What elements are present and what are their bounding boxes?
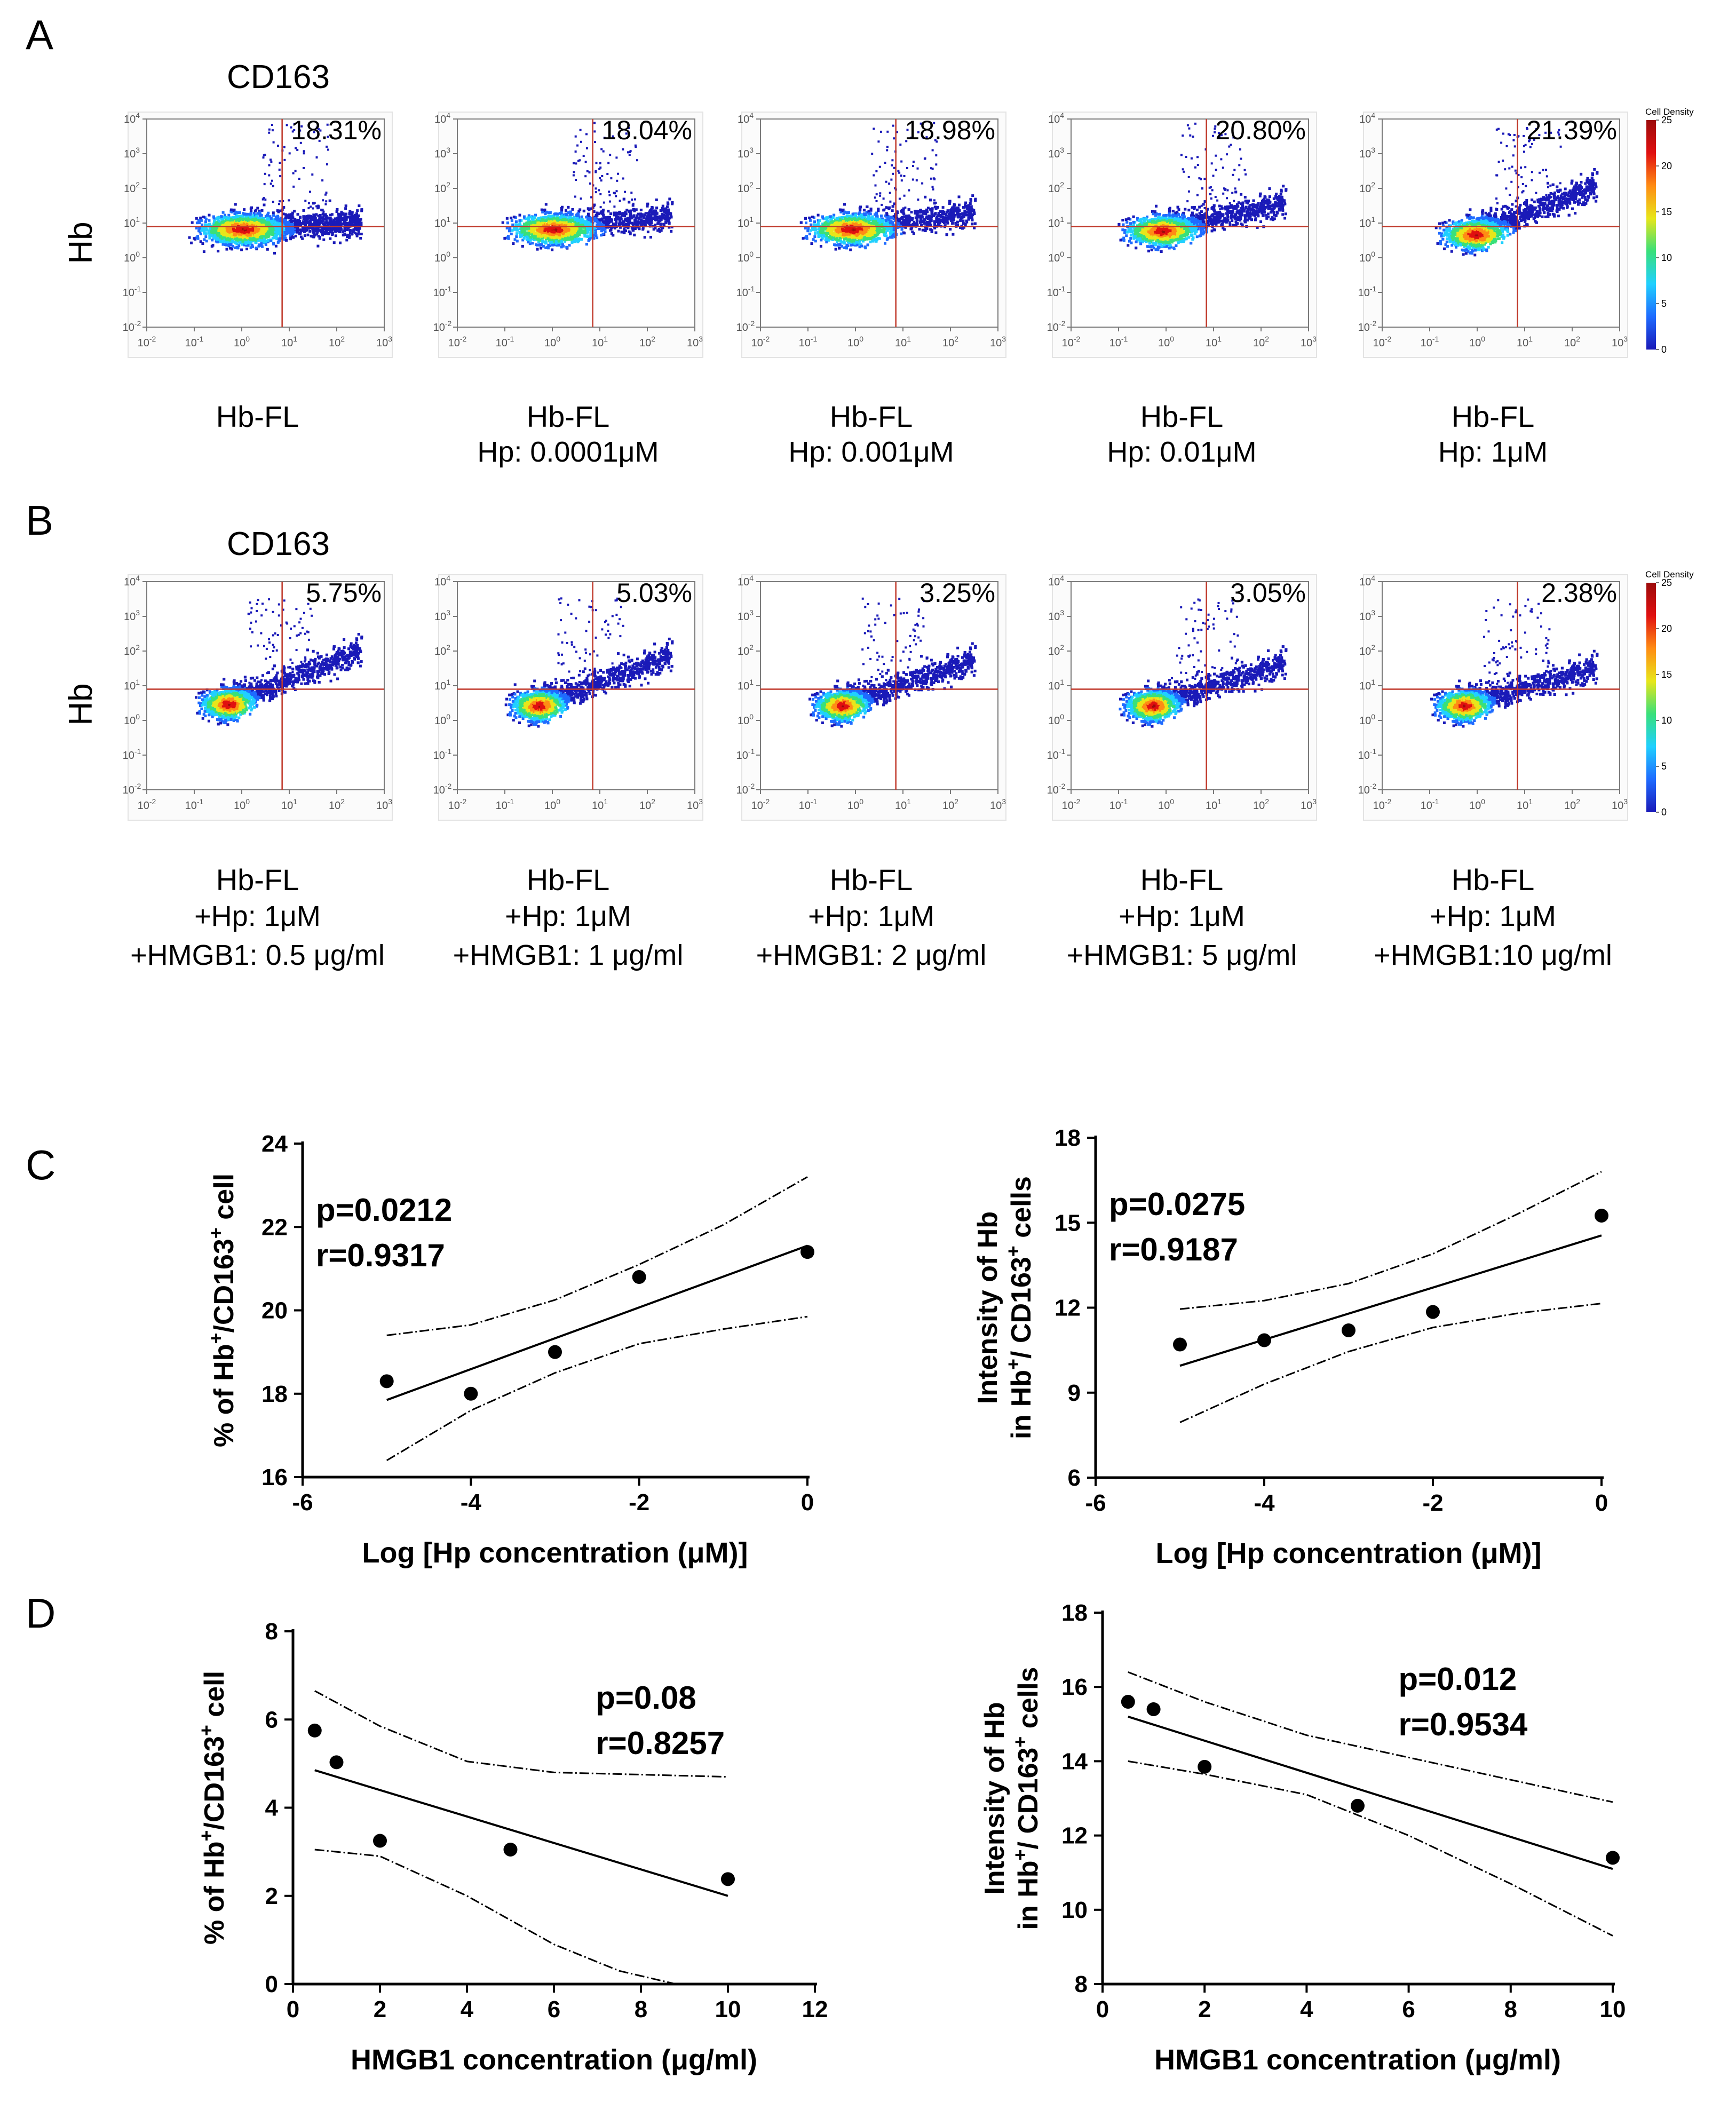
- density-dot: [316, 245, 319, 248]
- density-dot: [200, 219, 203, 222]
- marker-label: CD163: [227, 59, 330, 96]
- density-dot: [272, 243, 275, 245]
- density-dot: [329, 200, 331, 202]
- density-dot: [197, 237, 200, 240]
- panel-letter-a: A: [26, 11, 53, 58]
- y-axis-label: Hb: [62, 221, 99, 264]
- density-dot: [345, 239, 348, 241]
- density-dot: [339, 242, 342, 244]
- density-dot: [335, 234, 337, 237]
- panel-letter-b: B: [26, 497, 53, 544]
- density-dot: [303, 209, 305, 212]
- density-dot: [197, 229, 200, 232]
- flow-cytometry-rows: CD163 Hb 10-2 10-1 100 101 102 10310-210-110010…: [62, 59, 1694, 971]
- density-dot: [204, 220, 207, 223]
- figure: A B C D CD163 Hb 10-2 10-1 100 101 102 10310-21…: [0, 0, 1736, 2110]
- density-dot: [273, 252, 276, 255]
- panel-letter-c: C: [26, 1141, 56, 1188]
- density-dot: [348, 229, 351, 232]
- density-dot: [250, 241, 252, 243]
- density-dot: [289, 236, 292, 239]
- density-dot: [222, 211, 225, 214]
- density-dot: [329, 237, 331, 240]
- density-dot: [254, 210, 257, 212]
- density-dot: [300, 236, 303, 239]
- density-dot: [356, 209, 359, 212]
- density-dot: [193, 237, 195, 240]
- density-dot: [211, 245, 213, 248]
- density-dot: [275, 245, 278, 248]
- density-dot: [298, 233, 301, 235]
- density-dot: [260, 242, 263, 245]
- density-dot: [272, 214, 275, 217]
- density-dot: [226, 248, 228, 251]
- flow-row-a: CD163 Hb 10-2 10-1 100 101 102 10310-210-110010…: [62, 59, 1694, 468]
- density-dot: [350, 219, 353, 222]
- density-dot: [245, 248, 248, 250]
- density-dot: [329, 214, 332, 217]
- density-dot: [217, 250, 219, 252]
- density-dot: [332, 222, 335, 225]
- density-dot: [188, 236, 191, 239]
- panel-letter-d: D: [26, 1590, 56, 1637]
- density-dot: [240, 249, 243, 251]
- density-dot: [222, 243, 225, 246]
- density-dot: [344, 207, 347, 210]
- density-dot: [208, 214, 211, 217]
- density-dot: [227, 214, 230, 217]
- density-dot: [358, 204, 360, 207]
- density-dot: [334, 230, 336, 233]
- density-dot: [282, 206, 285, 209]
- density-dot: [269, 240, 272, 242]
- density-dot: [243, 208, 245, 211]
- density-dot: [345, 213, 347, 216]
- density-dot: [266, 248, 269, 251]
- density-dot: [203, 250, 205, 253]
- flow-plot: 10-2 10-1 100 101 102 10310-210-1100101102103…: [123, 111, 393, 433]
- density-dot: [345, 204, 347, 207]
- density-dot: [322, 239, 325, 241]
- density-dot: [256, 207, 259, 210]
- density-dot: [299, 216, 302, 218]
- density-dot: [202, 216, 205, 218]
- density-dot: [200, 229, 203, 232]
- density-dot: [338, 230, 341, 233]
- density-dot: [216, 241, 219, 243]
- density-dot: [295, 235, 297, 237]
- density-dot: [190, 242, 193, 244]
- density-dot: [272, 211, 275, 214]
- density-dot: [263, 204, 266, 207]
- density-dot: [196, 221, 199, 224]
- density-dot: [275, 237, 278, 240]
- density-dot: [304, 234, 306, 237]
- density-dot: [225, 244, 228, 247]
- density-dot: [208, 219, 211, 222]
- density-dot: [310, 235, 313, 237]
- density-dot: [261, 245, 264, 248]
- density-dot: [348, 212, 351, 215]
